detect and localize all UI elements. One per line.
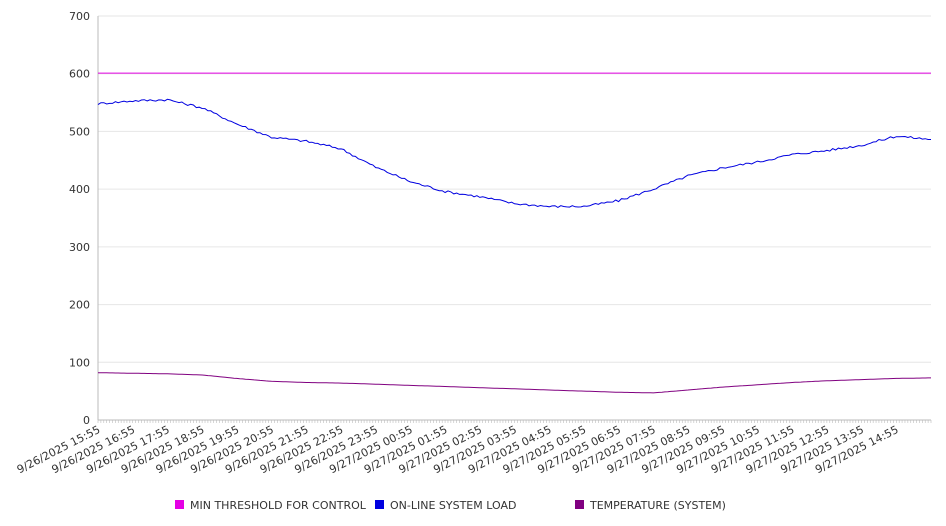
legend-swatch-2	[575, 500, 584, 509]
y-tick-label: 500	[69, 125, 90, 138]
y-tick-label: 0	[83, 414, 90, 427]
y-tick-label: 700	[69, 10, 90, 23]
grid-layer	[98, 15, 931, 363]
legend-swatch-0	[175, 500, 184, 509]
legend-label-1: ON-LINE SYSTEM LOAD	[390, 499, 516, 512]
y-tick-label: 100	[69, 356, 90, 369]
y-tick-label: 400	[69, 183, 90, 196]
legend-swatch-1	[375, 500, 384, 509]
y-tick-label: 600	[69, 68, 90, 81]
y-tick-label: 200	[69, 299, 90, 312]
y-tick-label: 300	[69, 241, 90, 254]
series-line-2	[98, 372, 931, 394]
legend: MIN THRESHOLD FOR CONTROL ON-LINE SYSTEM …	[175, 499, 726, 512]
legend-label-0: MIN THRESHOLD FOR CONTROL	[190, 499, 367, 512]
series-line-1	[97, 98, 931, 208]
legend-label-2: TEMPERATURE (SYSTEM)	[589, 499, 726, 512]
series-layer	[97, 72, 931, 394]
